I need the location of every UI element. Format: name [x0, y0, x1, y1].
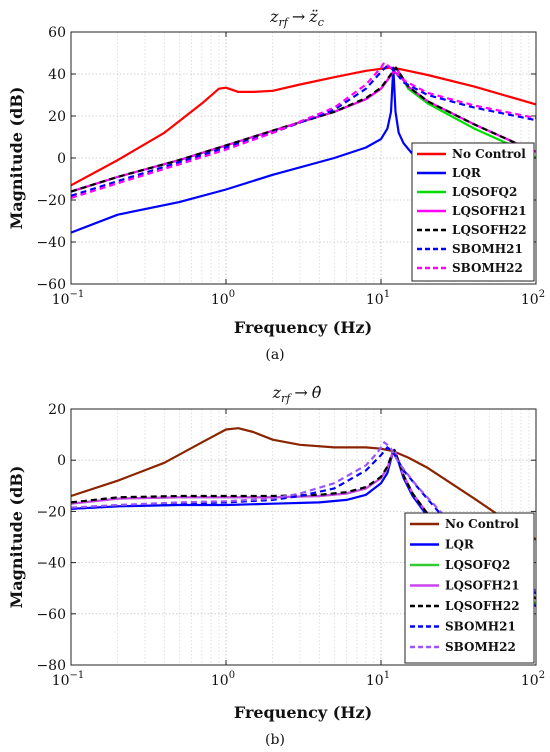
series-line-sbomh21 [70, 64, 537, 197]
series-line-no-control [70, 66, 537, 187]
grid-b [70, 408, 536, 666]
panel-caption-a: (a) [265, 347, 284, 363]
legend-box-b [404, 512, 535, 664]
x-axis-label-b: Frequency (Hz) [234, 703, 372, 722]
y-axis-label-b: Magnitude (dB) [7, 466, 26, 609]
legend-label: SBOMH22 [452, 261, 523, 275]
chart-title-b: zrf → θ̇ [272, 383, 322, 405]
y-tick-label: 20 [48, 109, 66, 125]
series-line-sbomh22 [70, 61, 537, 199]
y-tick-label: −20 [36, 504, 66, 520]
legend-label: SBOMH21 [445, 620, 516, 634]
legend-label: LQSOFH21 [445, 579, 520, 593]
x-axis-label-a: Frequency (Hz) [234, 318, 372, 337]
legend-label: LQSOFQ2 [452, 185, 517, 199]
chart-title-a: zrf → z̈c [269, 7, 324, 29]
legend-a: No Control LQR LQSOFQ2 LQSOFH21 LQSOFH22 SBOM… [411, 142, 535, 282]
x-tick-label: 100 [211, 670, 235, 689]
panel-b: zrf → θ̇ −80 −60 −40 −20 0 20 10−1 100 101 102 No C… [7, 383, 545, 748]
series-line-lqsofh22 [70, 448, 537, 600]
legend-label: LQSOFH22 [445, 599, 520, 613]
legend-label: LQSOFQ2 [445, 558, 510, 572]
series-line-no-control [70, 427, 537, 541]
legend-label: LQSOFH21 [452, 204, 527, 218]
x-tick-label: 102 [521, 670, 545, 689]
legend-label: SBOMH21 [452, 242, 523, 256]
x-tick-label: 101 [366, 670, 390, 689]
y-tick-label: −20 [36, 193, 66, 209]
y-tick-label: −40 [36, 556, 66, 572]
panel-a: zrf → z̈c −60 −40 −20 0 20 40 60 10−1 100 101 102 No… [7, 7, 545, 363]
legend-label: LQR [452, 166, 482, 180]
y-tick-label: 40 [48, 67, 66, 83]
y-tick-label: −60 [36, 277, 66, 293]
y-tick-label: −60 [36, 607, 66, 623]
ticks-b: −80 −60 −40 −20 0 20 10−1 100 101 102 [36, 402, 545, 689]
y-tick-label: −80 [36, 658, 66, 674]
plot-frame-b [70, 408, 537, 666]
x-tick-label: 10−1 [52, 289, 85, 308]
y-tick-label: 60 [48, 25, 66, 41]
x-tick-label: 10−1 [52, 670, 85, 689]
y-tick-label: 20 [48, 402, 66, 418]
ticks-a: −60 −40 −20 0 20 40 60 10−1 100 101 102 [36, 25, 545, 308]
y-tick-label: 0 [57, 151, 66, 167]
series-line-lqsofh22 [70, 66, 537, 193]
legend-b: No Control LQR LQSOFQ2 LQSOFH21 LQSOFH22 SBOM… [404, 512, 535, 664]
x-tick-label: 100 [211, 289, 235, 308]
y-tick-label: −40 [36, 235, 66, 251]
series-line-sbomh21 [70, 446, 537, 595]
x-tick-label: 102 [521, 289, 545, 308]
x-tick-label: 101 [366, 289, 390, 308]
panel-caption-b: (b) [265, 732, 285, 748]
legend-label: LQR [445, 538, 475, 552]
legend-label: LQSOFH22 [452, 223, 527, 237]
y-axis-label-a: Magnitude (dB) [7, 87, 26, 230]
legend-label: SBOMH22 [445, 640, 516, 654]
y-tick-label: 0 [57, 453, 66, 469]
legend-label: No Control [445, 517, 519, 531]
legend-label: No Control [452, 147, 526, 161]
